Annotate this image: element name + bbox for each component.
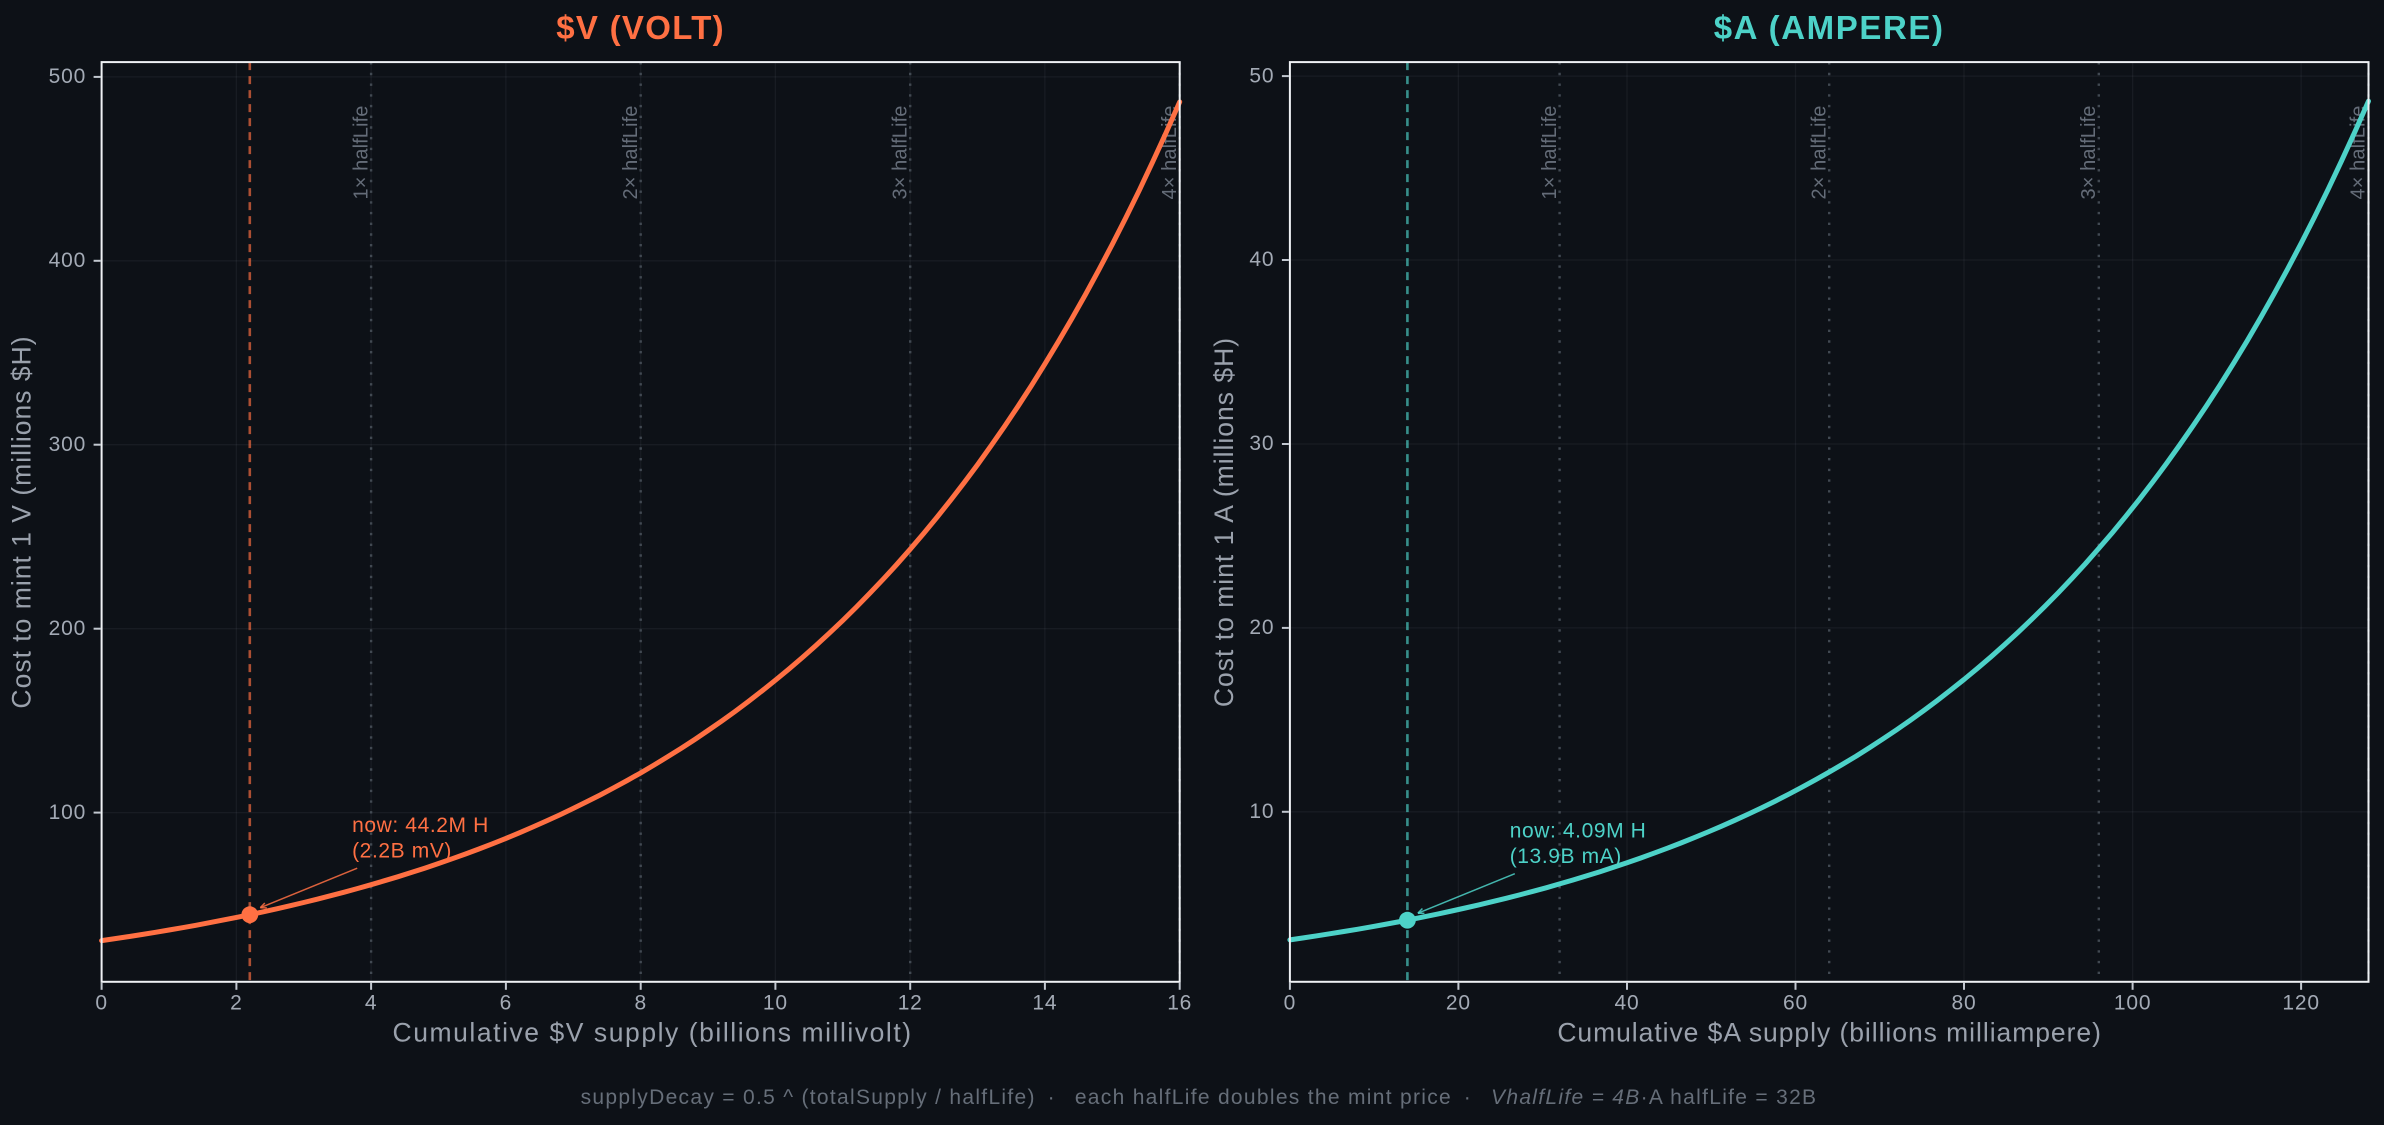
svg-text:40: 40	[1249, 248, 1274, 271]
svg-text:4: 4	[365, 992, 377, 1015]
svg-text:60: 60	[1783, 992, 1808, 1015]
svg-text:6: 6	[500, 992, 512, 1015]
svg-text:100: 100	[2114, 992, 2151, 1015]
svg-text:120: 120	[2282, 992, 2319, 1015]
svg-text:now: 44.2M H: now: 44.2M H	[352, 814, 489, 837]
svg-text:1× halfLife: 1× halfLife	[1539, 106, 1561, 200]
svg-text:20: 20	[1249, 616, 1274, 639]
svg-text:now: 4.09M H: now: 4.09M H	[1510, 820, 1647, 843]
svg-text:Cost to mint 1 V (millions $H): Cost to mint 1 V (millions $H)	[7, 335, 37, 708]
svg-text:500: 500	[49, 65, 86, 88]
svg-text:100: 100	[49, 801, 86, 824]
svg-text:supplyDecay = 0.5 ^ (totalSupp: supplyDecay = 0.5 ^ (totalSupply / halfL…	[581, 1086, 1818, 1109]
svg-text:$A (AMPERE): $A (AMPERE)	[1714, 9, 1945, 46]
svg-text:$V (VOLT): $V (VOLT)	[556, 9, 725, 46]
svg-text:3× halfLife: 3× halfLife	[889, 106, 911, 200]
svg-text:40: 40	[1615, 992, 1640, 1015]
svg-text:300: 300	[49, 433, 86, 456]
svg-text:2× halfLife: 2× halfLife	[1808, 106, 1830, 200]
svg-text:2× halfLife: 2× halfLife	[620, 106, 642, 200]
svg-text:2: 2	[230, 992, 242, 1015]
svg-text:50: 50	[1249, 64, 1274, 87]
svg-text:400: 400	[49, 249, 86, 272]
svg-text:20: 20	[1446, 992, 1471, 1015]
svg-text:Cost to mint 1 A (millions $H): Cost to mint 1 A (millions $H)	[1209, 337, 1239, 707]
svg-text:Cumulative $A supply (billions: Cumulative $A supply (billions milliampe…	[1557, 1018, 2102, 1048]
svg-text:Cumulative $V supply (billions: Cumulative $V supply (billions millivolt…	[393, 1018, 913, 1048]
svg-text:3× halfLife: 3× halfLife	[2078, 106, 2100, 200]
svg-text:1× halfLife: 1× halfLife	[350, 106, 372, 200]
svg-text:0: 0	[95, 992, 107, 1015]
svg-text:80: 80	[1952, 992, 1977, 1015]
svg-text:(13.9B mA): (13.9B mA)	[1510, 845, 1622, 868]
svg-text:30: 30	[1249, 432, 1274, 455]
svg-text:10: 10	[1249, 800, 1274, 823]
svg-text:10: 10	[763, 992, 788, 1015]
svg-text:0: 0	[1284, 992, 1296, 1015]
svg-text:(2.2B mV): (2.2B mV)	[352, 840, 452, 863]
svg-text:12: 12	[898, 992, 923, 1015]
svg-text:4× halfLife: 4× halfLife	[1159, 106, 1181, 200]
svg-text:16: 16	[1167, 992, 1192, 1015]
svg-text:14: 14	[1032, 992, 1057, 1015]
svg-text:4× halfLife: 4× halfLife	[2348, 106, 2370, 200]
svg-text:200: 200	[49, 617, 86, 640]
svg-text:8: 8	[634, 992, 646, 1015]
